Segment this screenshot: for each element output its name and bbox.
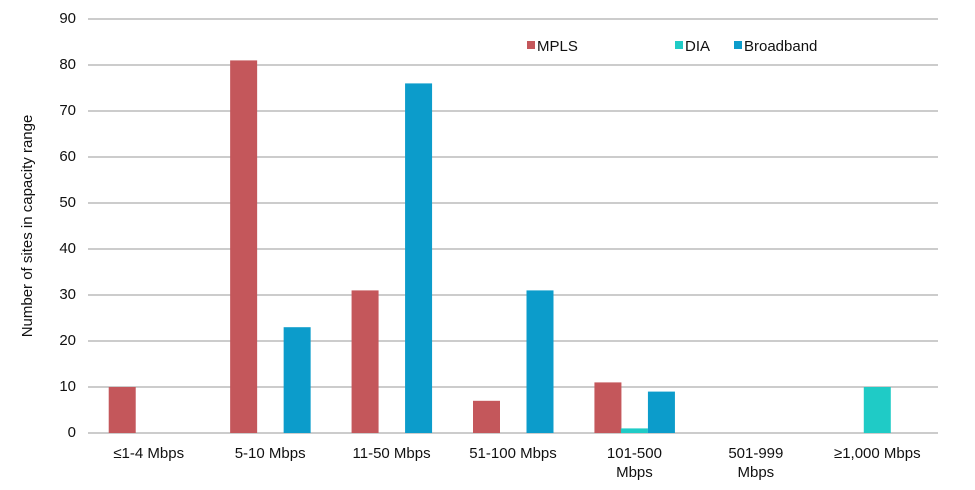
y-tick-label: 90: [59, 10, 76, 27]
x-tick-label: ≥1,000 Mbps: [834, 445, 921, 462]
y-axis-label: Number of sites in capacity range: [19, 115, 36, 338]
y-tick-label: 30: [59, 286, 76, 303]
x-tick-label: 11-50 Mbps: [353, 445, 431, 462]
y-tick-label: 60: [59, 148, 76, 165]
bar: [473, 400, 500, 433]
y-tick-label: 50: [59, 194, 76, 211]
x-tick-label: 101-500 Mbps: [607, 445, 662, 481]
x-tick-label: 51-100 Mbps: [469, 445, 557, 462]
bar: [351, 290, 379, 433]
legend-swatch: [734, 41, 742, 49]
bar: [283, 327, 311, 433]
x-tick-label: 5-10 Mbps: [235, 445, 306, 462]
legend-swatch: [527, 41, 535, 49]
y-tick-label: 70: [59, 102, 76, 119]
bar: [594, 382, 622, 433]
legend-label: DIA: [685, 38, 710, 55]
x-tick-label: 501-999 Mbps: [728, 445, 783, 481]
y-tick-label: 40: [59, 240, 76, 257]
bar: [526, 290, 554, 433]
bar: [647, 391, 675, 433]
bar: [108, 387, 136, 433]
y-tick-label: 20: [59, 332, 76, 349]
legend-label: MPLS: [537, 38, 578, 55]
bar: [230, 60, 258, 434]
legend-label: Broadband: [744, 38, 817, 55]
y-tick-label: 80: [59, 56, 76, 73]
x-tick-label: ≤1-4 Mbps: [113, 445, 184, 462]
legend-swatch: [675, 41, 683, 49]
bar: [863, 387, 891, 433]
bar: [405, 83, 433, 434]
bar: [620, 428, 648, 433]
y-tick-label: 0: [68, 424, 76, 441]
y-tick-label: 10: [59, 378, 76, 395]
